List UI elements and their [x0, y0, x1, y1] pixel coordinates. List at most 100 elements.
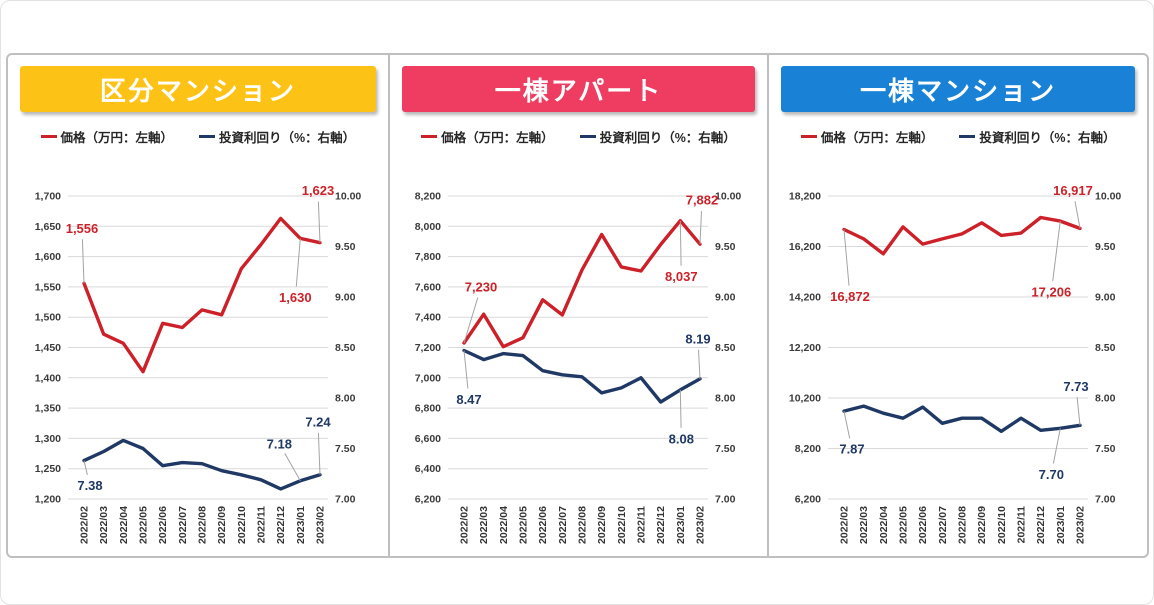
chart-title: 区分マンション [20, 66, 376, 112]
chart-canvas: 1,200 1,250 1,300 1,350 1,400 1,450 1,500 1,550… [12, 182, 384, 556]
x-axis-tick: 2022/09 [216, 506, 228, 544]
left-axis-tick: 8,200 [795, 443, 821, 455]
x-axis-tick: 2022/10 [236, 506, 248, 544]
right-axis-tick: 7.00 [335, 494, 356, 506]
callout-leader [464, 297, 479, 344]
x-axis-tick: 2022/11 [1016, 506, 1028, 544]
x-axis-tick: 2023/01 [295, 506, 307, 544]
x-axis-tick: 2022/06 [538, 506, 550, 544]
right-axis-tick: 7.00 [715, 494, 736, 506]
price-line-swatch-icon [800, 135, 817, 138]
chart-svg: 6,200 6,400 6,600 6,800 7,000 7,200 7,400 7,600… [415, 191, 742, 544]
data-label: 8,037 [666, 269, 699, 284]
left-axis-tick: 1,350 [35, 403, 61, 415]
x-axis-tick: 2022/09 [976, 506, 988, 544]
data-label: 7.73 [1064, 379, 1089, 394]
right-axis-tick: 9.50 [715, 241, 736, 253]
data-label: 7,230 [465, 280, 498, 295]
x-axis-tick: 2023/02 [1075, 506, 1087, 544]
callout-leader [680, 220, 683, 266]
x-axis-tick: 2022/06 [157, 506, 169, 544]
left-axis-tick: 18,200 [789, 191, 821, 203]
yield-line-swatch-icon [959, 135, 976, 138]
legend-item-price: 価格（万円：左軸） [800, 127, 933, 146]
data-label: 7.18 [266, 436, 291, 451]
x-axis-tick: 2022/11 [255, 506, 267, 544]
callout-leader [295, 238, 301, 287]
x-axis-tick: 2022/02 [459, 506, 471, 544]
callout-leader [699, 211, 703, 245]
right-axis-tick: 7.00 [1095, 494, 1116, 506]
x-axis-tick: 2022/06 [917, 506, 929, 544]
x-axis-tick: 2022/10 [616, 506, 628, 544]
callout-leader [1053, 428, 1061, 464]
right-axis-tick: 10.00 [335, 191, 361, 203]
panel-itto-apart: 一棟アパート 価格（万円：左軸） 投資利回り（%：右軸） 6,200 6,400 6… [387, 55, 768, 556]
chart-legend: 価格（万円：左軸） 投資利回り（%：右軸） [390, 127, 768, 146]
x-axis-tick: 2022/12 [656, 506, 668, 544]
callout-leader [81, 239, 85, 284]
data-label: 7.38 [77, 478, 102, 493]
x-axis-tick: 2022/08 [196, 506, 208, 544]
right-axis-tick: 9.00 [335, 292, 356, 304]
left-axis-tick: 6,400 [415, 463, 441, 475]
legend-item-yield: 投資利回り（%：右軸） [579, 127, 736, 146]
callout-leader [317, 432, 321, 475]
x-axis-tick: 2022/07 [177, 506, 189, 544]
callout-leader [284, 453, 301, 482]
left-axis-tick: 8,000 [415, 221, 441, 233]
data-label: 16,872 [830, 289, 870, 304]
x-axis-tick: 2023/01 [675, 506, 687, 544]
price-line-swatch-icon [40, 135, 57, 138]
legend-price-label: 価格（万円：左軸） [60, 131, 174, 145]
chart-legend: 価格（万円：左軸） 投資利回り（%：右軸） [8, 127, 388, 146]
right-axis-tick: 9.50 [1095, 241, 1116, 253]
x-axis-tick: 2023/02 [695, 506, 707, 544]
right-axis-tick: 7.50 [1095, 443, 1116, 455]
chart-canvas: 6,200 8,200 10,200 12,200 14,200 16,200 18,200… [772, 182, 1144, 556]
right-axis-tick: 8.00 [715, 393, 736, 405]
callout-leader [698, 349, 701, 379]
left-axis-tick: 1,400 [35, 372, 61, 384]
right-axis-tick: 10.00 [715, 191, 741, 203]
x-axis-tick: 2022/03 [479, 506, 491, 544]
chart-svg: 6,200 8,200 10,200 12,200 14,200 16,200 18,200… [789, 183, 1122, 544]
right-axis-tick: 9.00 [1095, 292, 1116, 304]
data-label: 1,556 [66, 221, 99, 236]
x-axis-tick: 2022/05 [898, 506, 910, 544]
x-axis-tick: 2022/05 [518, 506, 530, 544]
x-axis-tick: 2022/08 [577, 506, 589, 544]
panel-kubun-mansion: 区分マンション 価格（万円：左軸） 投資利回り（%：右軸） 1,200 1,250… [8, 55, 388, 556]
x-axis-tick: 2022/02 [78, 506, 90, 544]
data-label: 8.08 [669, 431, 694, 446]
right-axis-tick: 9.50 [335, 241, 356, 253]
data-label: 1,630 [279, 290, 312, 305]
left-axis-tick: 6,200 [415, 494, 441, 506]
callout-leader [463, 350, 469, 389]
yield-line [842, 404, 1082, 434]
x-axis-tick: 2022/03 [98, 506, 110, 544]
left-axis-tick: 1,250 [35, 463, 61, 475]
x-axis-tick: 2022/03 [858, 506, 870, 544]
legend-item-yield: 投資利回り（%：右軸） [199, 127, 355, 146]
callout-leader [843, 229, 850, 286]
callout-leader [317, 201, 321, 243]
left-axis-tick: 8,200 [415, 191, 441, 203]
right-axis-tick: 8.50 [1095, 342, 1116, 354]
x-axis-tick: 2022/09 [597, 506, 609, 544]
price-line [82, 216, 322, 374]
callout-leader [1074, 201, 1081, 229]
left-axis-tick: 7,400 [415, 312, 441, 324]
left-axis-tick: 7,800 [415, 251, 441, 263]
legend-price-label: 価格（万円：左軸） [441, 131, 554, 145]
left-axis-tick: 6,600 [415, 433, 441, 445]
data-label: 8.19 [686, 331, 711, 346]
x-axis-tick: 2023/01 [1055, 506, 1067, 544]
x-axis-tick: 2022/08 [957, 506, 969, 544]
legend-item-price: 価格（万円：左軸） [40, 127, 174, 146]
price-line [842, 215, 1082, 256]
legend-item-yield: 投資利回り（%：右軸） [959, 127, 1115, 146]
left-axis-tick: 14,200 [789, 292, 821, 304]
charts-board: 区分マンション 価格（万円：左軸） 投資利回り（%：右軸） 1,200 1,250… [6, 53, 1149, 558]
